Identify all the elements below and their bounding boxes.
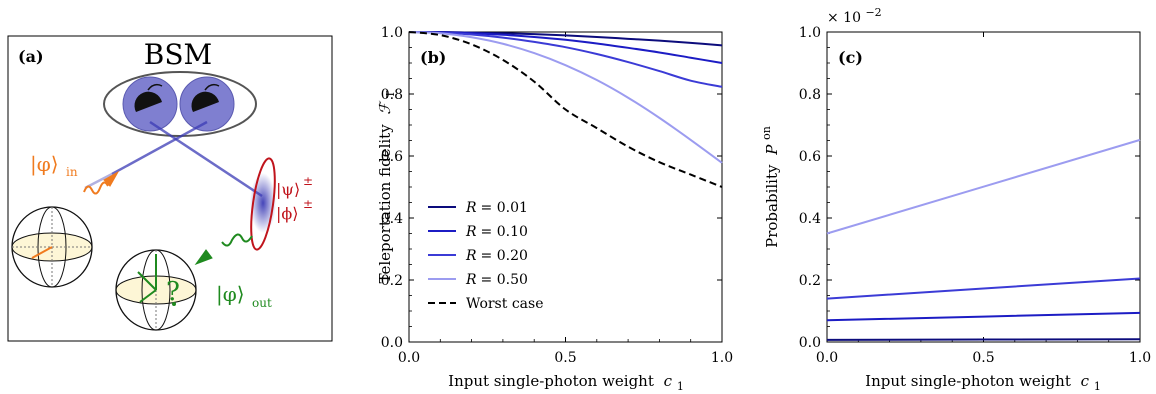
chart-b-ylabel-text: Teleportation fidelity [376,124,394,284]
phi-out-sub: out [252,296,272,310]
chart-b-ytick-label: 0.2 [381,273,403,289]
chart-b-ylabel: Teleportation fidelity ℱ T [376,90,397,283]
panel-a-label: (a) [18,47,44,66]
output-photon-icon [194,233,253,266]
chart-c-xtick-label: 1.0 [1129,350,1151,366]
chart-fidelity: 0.0 0.5 1.00.00.20.40.60.81.0 (b) R = 0.01R… [376,25,733,393]
chart-c-ylabel-sup: on [760,126,773,140]
chart-b-ytick-label: 0.8 [381,87,403,103]
chart-c-ytick-label: 1.0 [799,25,821,41]
chart-c-xlabel: Input single-photon weight c 1 [865,372,1101,393]
legend-val: Worst case [466,296,543,312]
legend-label-r-0-01: R = 0.01 [465,200,528,216]
phi-state-label: |ϕ⟩ [276,204,299,223]
legend-var: R [465,200,477,216]
legend-label-r-0-20: R = 0.20 [465,248,528,264]
psi-label: |ψ⟩ [276,180,300,199]
chart-b-xtick-label: 0.0 [398,350,420,366]
bloch-sphere-input-icon [11,206,93,288]
chart-c-ytick-label: 0.2 [799,273,821,289]
chart-b-xlabel: Input single-photon weight c 1 [448,372,684,393]
chart-c-xlabel-text: Input single-photon weight [865,372,1071,390]
chart-b-xtick-label: 0.5 [554,350,576,366]
psi-sup: ± [303,174,313,188]
chart-c-ytick-label: 0.6 [799,149,821,165]
chart-c-series-r-0-01 [826,338,1141,341]
phi-out-label: |φ⟩ [216,282,245,307]
detector-left-icon [122,76,178,132]
panel-b-label: (b) [420,48,446,67]
chart-c-ytick-label: 0.0 [799,335,821,351]
bloch-sphere-output-icon [115,249,197,331]
chart-b-xtick-label: 1.0 [711,350,733,366]
chart-b-ylabel-var: ℱ [376,100,394,115]
chart-b-ylabel-sub: T [384,90,397,98]
legend-val: = 0.01 [481,200,528,216]
bsm-title: BSM [144,38,212,71]
input-photon-icon [83,170,120,195]
chart-b-xlabel-sub: 1 [677,380,684,393]
chart-c-series-r-0-10 [826,311,1141,322]
legend-val: = 0.50 [481,272,528,288]
panel-c-label: (c) [838,48,863,67]
chart-b-ytick-label: 1.0 [381,25,403,41]
chart-b-ytick-label: 0.4 [381,211,403,227]
chart-c-xlabel-sub: 1 [1094,380,1101,393]
legend-var: R [465,272,477,288]
chart-c-scale-text: × 10 [827,10,861,26]
legend-var: R [465,248,477,264]
chart-c-series-r-0-20 [826,277,1141,300]
chart-c-xlabel-var: c [1081,372,1090,390]
chart-b-series-r-0-20 [408,31,723,88]
chart-c-ytick-label: 0.4 [799,211,821,227]
chart-probability: 0.0 0.5 1.00.00.20.40.60.81.0 (c) × 10 −2 … [760,6,1151,393]
chart-b-xlabel-var: c [664,372,673,390]
chart-b-frame [408,31,723,343]
chart-c-ylabel-var: P [763,144,781,156]
chart-c-xtick-label: 0.0 [816,350,838,366]
chart-c-ylabel-text: Probability [763,164,781,248]
legend-val: = 0.10 [481,224,528,240]
legend-var: R [465,224,477,240]
bell-state-loop [250,157,276,251]
chart-c-scale-exp: −2 [865,6,881,19]
legend-val: = 0.20 [481,248,528,264]
chart-c-xtick-label: 0.5 [972,350,994,366]
phi-in-sub: in [66,165,78,179]
panel-a-frame [7,35,333,342]
detector-right-icon [179,76,235,132]
chart-b-series-worst-case [408,31,723,188]
phi-in-label: |φ⟩ [30,152,59,177]
chart-b-xlabel-text: Input single-photon weight [448,372,654,390]
phi-state-sup: ± [303,197,313,211]
chart-c-scale: × 10 −2 [827,6,882,26]
chart-b-ytick-label: 0.6 [381,149,403,165]
chart-c-series-r-0-50 [826,138,1141,235]
legend-label-r-0-10: R = 0.10 [465,224,528,240]
chart-b-series-r-0-50 [408,31,723,164]
legend-label-worst-case: Worst case [466,296,543,312]
chart-b-ytick-label: 0.0 [381,335,403,351]
panel-a: (a) BSM |φ⟩ in |ψ⟩ ± [7,35,333,342]
chart-c-ylabel: Probability P on [760,126,781,248]
chart-c-ytick-label: 0.8 [799,87,821,103]
legend-label-r-0-50: R = 0.50 [465,272,528,288]
question-mark: ? [166,277,180,307]
beams [84,120,263,198]
